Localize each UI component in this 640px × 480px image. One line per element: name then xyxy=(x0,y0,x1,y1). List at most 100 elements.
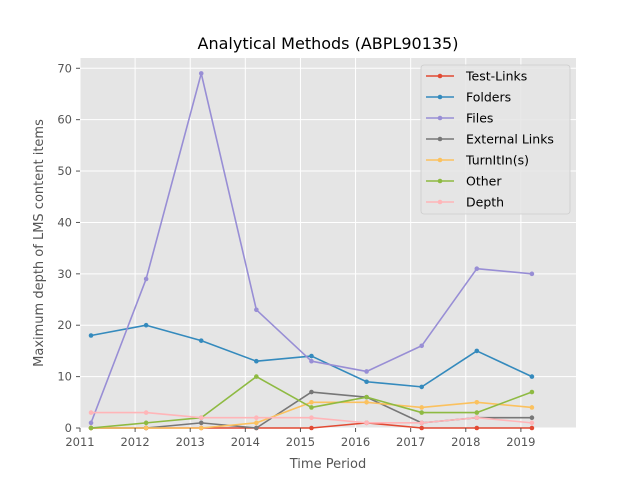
x-tick-label: 2014 xyxy=(231,435,260,449)
data-point-folders xyxy=(474,348,480,354)
data-point-other xyxy=(88,425,94,431)
data-point-depth xyxy=(419,420,424,426)
legend-label: Depth xyxy=(466,195,504,210)
data-point-other xyxy=(254,374,259,379)
legend-item: Folders xyxy=(426,90,511,105)
data-point-other xyxy=(143,420,149,426)
legend-item: External Links xyxy=(426,132,554,147)
legend-label: Other xyxy=(466,174,502,189)
data-point-depth xyxy=(529,420,535,426)
data-point-depth xyxy=(309,415,314,421)
x-tick-label: 2012 xyxy=(120,435,149,449)
legend-label: Test-Links xyxy=(465,69,527,84)
y-axis-label: Maximum depth of LMS content items xyxy=(32,119,47,367)
y-axis: 0 10 20 30 40 50 60 70 xyxy=(57,61,80,435)
data-point-test-links xyxy=(419,425,424,431)
legend-marker xyxy=(437,199,443,205)
y-tick-label: 50 xyxy=(57,164,72,178)
data-point-turnitin-s xyxy=(364,400,369,405)
data-point-depth xyxy=(198,415,204,421)
y-tick-label: 20 xyxy=(57,318,72,332)
x-tick-label: 2016 xyxy=(341,435,370,449)
data-point-depth xyxy=(364,420,369,426)
x-axis-label: Time Period xyxy=(289,457,366,472)
x-axis: 2011 2012 2013 2014 2015 2016 2017 2018 2019 xyxy=(65,428,536,449)
legend-marker xyxy=(437,178,443,184)
data-point-folders xyxy=(529,374,535,379)
data-point-external-links xyxy=(254,425,259,431)
legend-item: Depth xyxy=(426,195,504,210)
legend-marker xyxy=(437,94,443,100)
data-point-files xyxy=(254,307,259,313)
data-point-other xyxy=(474,410,480,415)
data-point-folders xyxy=(198,338,204,343)
data-point-turnitin-s xyxy=(419,405,424,410)
data-point-other xyxy=(309,405,314,410)
legend-marker xyxy=(437,115,443,121)
data-point-external-links xyxy=(309,389,314,395)
data-point-depth xyxy=(254,415,259,421)
series-depth xyxy=(88,410,535,426)
data-point-test-links xyxy=(474,425,480,431)
data-point-turnitin-s xyxy=(474,400,480,405)
legend-label: TurnItIn(s) xyxy=(465,153,529,168)
legend-marker xyxy=(437,136,443,142)
chart-title: Analytical Methods (ABPL90135) xyxy=(198,34,459,53)
data-point-depth xyxy=(88,410,94,415)
legend-marker xyxy=(437,73,443,79)
data-point-files xyxy=(88,420,94,426)
y-tick-label: 60 xyxy=(57,113,72,127)
data-point-folders xyxy=(419,384,424,390)
legend-item: TurnItIn(s) xyxy=(426,153,529,168)
data-point-other xyxy=(364,394,369,400)
data-point-external-links xyxy=(198,420,204,426)
legend-box xyxy=(420,64,571,215)
y-tick-label: 30 xyxy=(57,267,72,281)
data-point-test-links xyxy=(309,425,314,431)
x-tick-label: 2015 xyxy=(286,435,315,449)
y-tick-label: 10 xyxy=(57,370,72,384)
x-tick-label: 2011 xyxy=(65,435,94,449)
series-files xyxy=(88,71,535,426)
legend: Test-Links Folders Files External Links Turn… xyxy=(420,64,571,215)
data-point-folders xyxy=(88,333,94,338)
data-point-folders xyxy=(143,322,149,328)
legend-item: Files xyxy=(426,111,493,126)
data-point-folders xyxy=(364,379,369,385)
legend-label: Folders xyxy=(466,90,511,105)
series-folders xyxy=(88,322,535,390)
series-layer xyxy=(88,71,535,431)
data-point-other xyxy=(529,389,535,395)
data-point-files xyxy=(419,343,424,349)
x-tick-label: 2017 xyxy=(396,435,425,449)
data-point-files xyxy=(529,271,535,277)
legend-item: Test-Links xyxy=(426,69,527,84)
data-point-files xyxy=(474,266,480,271)
data-point-files xyxy=(198,71,204,76)
data-point-folders xyxy=(254,358,259,364)
data-point-turnitin-s xyxy=(143,425,149,431)
x-tick-label: 2019 xyxy=(506,435,535,449)
data-point-files xyxy=(364,369,369,374)
data-point-other xyxy=(419,410,424,415)
legend-item: Other xyxy=(426,174,502,189)
data-point-files xyxy=(309,358,314,364)
data-point-turnitin-s xyxy=(309,400,314,405)
legend-label: Files xyxy=(466,111,493,126)
data-point-files xyxy=(143,276,149,282)
y-tick-label: 70 xyxy=(57,61,72,75)
x-tick-label: 2013 xyxy=(176,435,205,449)
data-point-turnitin-s xyxy=(198,425,204,431)
data-point-turnitin-s xyxy=(254,420,259,426)
data-point-test-links xyxy=(529,425,535,431)
data-point-turnitin-s xyxy=(529,405,535,410)
data-point-folders xyxy=(309,353,314,359)
data-point-external-links xyxy=(529,415,535,421)
legend-label: External Links xyxy=(466,132,554,147)
data-point-depth xyxy=(474,415,480,421)
data-point-depth xyxy=(143,410,149,415)
legend-marker xyxy=(437,157,443,163)
y-tick-label: 0 xyxy=(65,421,72,435)
x-tick-label: 2018 xyxy=(451,435,480,449)
